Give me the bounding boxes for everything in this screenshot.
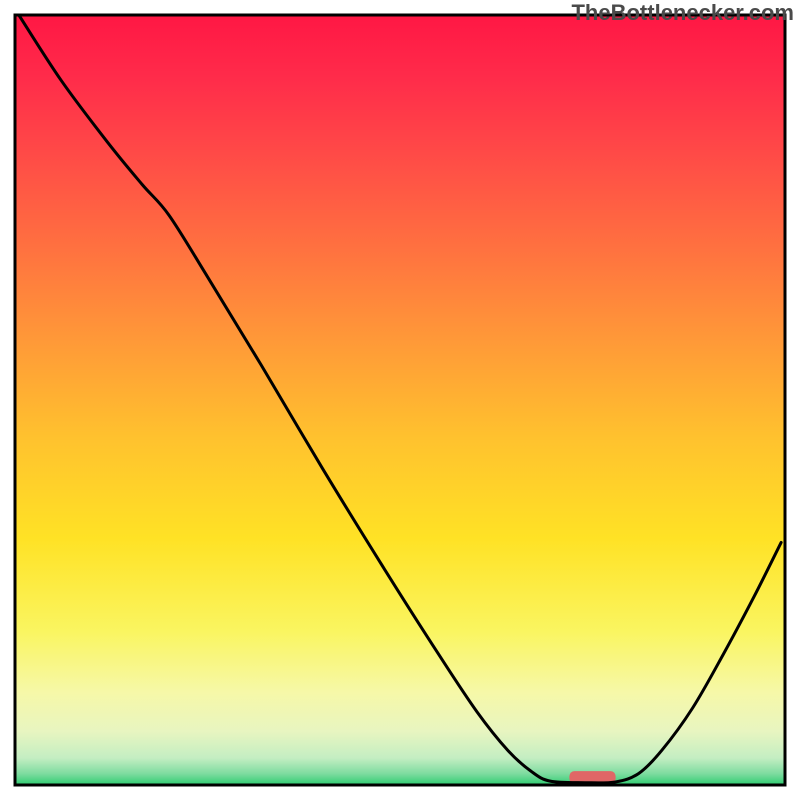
plot-background bbox=[15, 15, 785, 785]
bottleneck-chart bbox=[0, 0, 800, 800]
chart-container: TheBottlenecker.com bbox=[0, 0, 800, 800]
